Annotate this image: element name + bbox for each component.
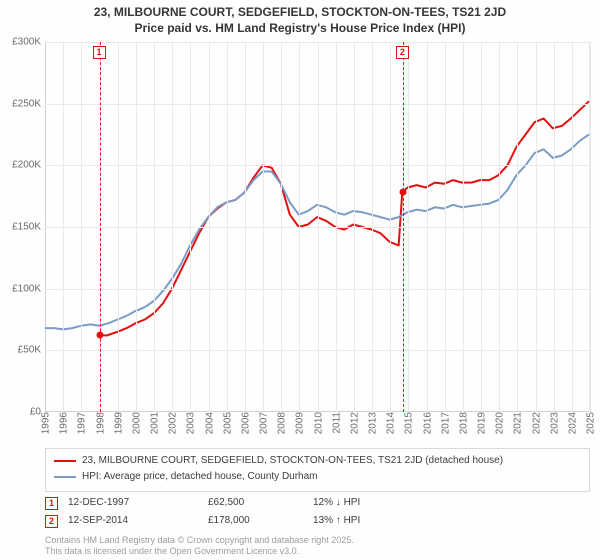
- gridline-v: [354, 42, 355, 412]
- event-marker-box: 1: [93, 46, 106, 59]
- x-tick-label: 2001: [148, 412, 161, 434]
- x-tick-label: 2000: [129, 412, 142, 434]
- event-price: £62,500: [208, 494, 303, 512]
- x-tick-label: 1998: [93, 412, 106, 434]
- gridline-v: [263, 42, 264, 412]
- event-row: 2 12-SEP-2014 £178,000 13% ↑ HPI: [45, 512, 590, 530]
- x-tick-label: 2005: [220, 412, 233, 434]
- legend-box: 23, MILBOURNE COURT, SEDGEFIELD, STOCKTO…: [45, 448, 590, 492]
- gridline-v: [63, 42, 64, 412]
- x-tick-label: 2023: [547, 412, 560, 434]
- event-marker-dot: [399, 189, 406, 196]
- legend-swatch: [54, 460, 76, 462]
- gridline-v: [81, 42, 82, 412]
- x-tick-label: 2003: [184, 412, 197, 434]
- event-row-marker: 1: [45, 497, 58, 510]
- gridline-v: [227, 42, 228, 412]
- gridline-v: [118, 42, 119, 412]
- legend-swatch: [54, 476, 76, 478]
- y-tick-label: £250K: [12, 98, 45, 109]
- x-tick-label: 2017: [438, 412, 451, 434]
- legend-label: HPI: Average price, detached house, Coun…: [82, 469, 318, 485]
- x-tick-label: 2010: [311, 412, 324, 434]
- gridline-v: [463, 42, 464, 412]
- legend-item: 23, MILBOURNE COURT, SEDGEFIELD, STOCKTO…: [54, 453, 581, 469]
- gridline-v: [572, 42, 573, 412]
- legend-label: 23, MILBOURNE COURT, SEDGEFIELD, STOCKTO…: [82, 453, 503, 469]
- chart-title: 23, MILBOURNE COURT, SEDGEFIELD, STOCKTO…: [0, 0, 600, 36]
- x-tick-label: 2013: [366, 412, 379, 434]
- event-date: 12-DEC-1997: [68, 494, 198, 512]
- gridline-v: [190, 42, 191, 412]
- footer-line2: This data is licensed under the Open Gov…: [45, 546, 354, 558]
- footer-line1: Contains HM Land Registry data © Crown c…: [45, 535, 354, 547]
- y-tick-label: £100K: [12, 283, 45, 294]
- x-tick-label: 2002: [166, 412, 179, 434]
- gridline-v: [590, 42, 591, 412]
- x-tick-label: 2022: [529, 412, 542, 434]
- x-tick-label: 2019: [475, 412, 488, 434]
- x-tick-label: 1996: [57, 412, 70, 434]
- event-marker-line: [403, 42, 404, 412]
- event-date: 12-SEP-2014: [68, 512, 198, 530]
- event-delta: 13% ↑ HPI: [313, 512, 360, 530]
- x-tick-label: 2016: [420, 412, 433, 434]
- x-tick-label: 2018: [456, 412, 469, 434]
- attribution-footer: Contains HM Land Registry data © Crown c…: [45, 535, 354, 558]
- x-tick-label: 2004: [202, 412, 215, 434]
- gridline-v: [172, 42, 173, 412]
- chart-plot-area: £0£50K£100K£150K£200K£250K£300K199519961…: [45, 42, 590, 412]
- x-tick-label: 1995: [39, 412, 52, 434]
- gridline-v: [499, 42, 500, 412]
- x-tick-label: 2011: [329, 412, 342, 434]
- x-tick-label: 2025: [584, 412, 597, 434]
- gridline-v: [481, 42, 482, 412]
- x-tick-label: 2020: [493, 412, 506, 434]
- event-marker-dot: [96, 331, 103, 338]
- x-tick-label: 2007: [257, 412, 270, 434]
- x-tick-label: 2021: [511, 412, 524, 434]
- x-tick-label: 2009: [293, 412, 306, 434]
- gridline-v: [136, 42, 137, 412]
- x-tick-label: 2012: [347, 412, 360, 434]
- title-line2: Price paid vs. HM Land Registry's House …: [0, 20, 600, 36]
- gridline-v: [554, 42, 555, 412]
- x-tick-label: 1999: [111, 412, 124, 434]
- x-tick-label: 2015: [402, 412, 415, 434]
- gridline-v: [427, 42, 428, 412]
- gridline-v: [245, 42, 246, 412]
- gridline-v: [336, 42, 337, 412]
- y-tick-label: £50K: [18, 345, 45, 356]
- y-tick-label: £200K: [12, 160, 45, 171]
- gridline-v: [390, 42, 391, 412]
- x-tick-label: 1997: [75, 412, 88, 434]
- gridline-v: [372, 42, 373, 412]
- x-tick-label: 2008: [275, 412, 288, 434]
- gridline-v: [445, 42, 446, 412]
- event-price: £178,000: [208, 512, 303, 530]
- gridline-v: [408, 42, 409, 412]
- event-table: 1 12-DEC-1997 £62,500 12% ↓ HPI 2 12-SEP-2014…: [45, 494, 590, 530]
- event-row: 1 12-DEC-1997 £62,500 12% ↓ HPI: [45, 494, 590, 512]
- event-marker-line: [100, 42, 101, 412]
- y-tick-label: £300K: [12, 37, 45, 48]
- title-line1: 23, MILBOURNE COURT, SEDGEFIELD, STOCKTO…: [0, 4, 600, 20]
- gridline-v: [209, 42, 210, 412]
- gridline-v: [536, 42, 537, 412]
- x-tick-label: 2014: [384, 412, 397, 434]
- event-row-marker: 2: [45, 515, 58, 528]
- x-tick-label: 2024: [565, 412, 578, 434]
- gridline-v: [154, 42, 155, 412]
- x-tick-label: 2006: [238, 412, 251, 434]
- y-tick-label: £150K: [12, 222, 45, 233]
- event-marker-box: 2: [396, 46, 409, 59]
- event-delta: 12% ↓ HPI: [313, 494, 360, 512]
- gridline-v: [318, 42, 319, 412]
- gridline-v: [517, 42, 518, 412]
- legend-item: HPI: Average price, detached house, Coun…: [54, 469, 581, 485]
- gridline-v: [299, 42, 300, 412]
- gridline-v: [281, 42, 282, 412]
